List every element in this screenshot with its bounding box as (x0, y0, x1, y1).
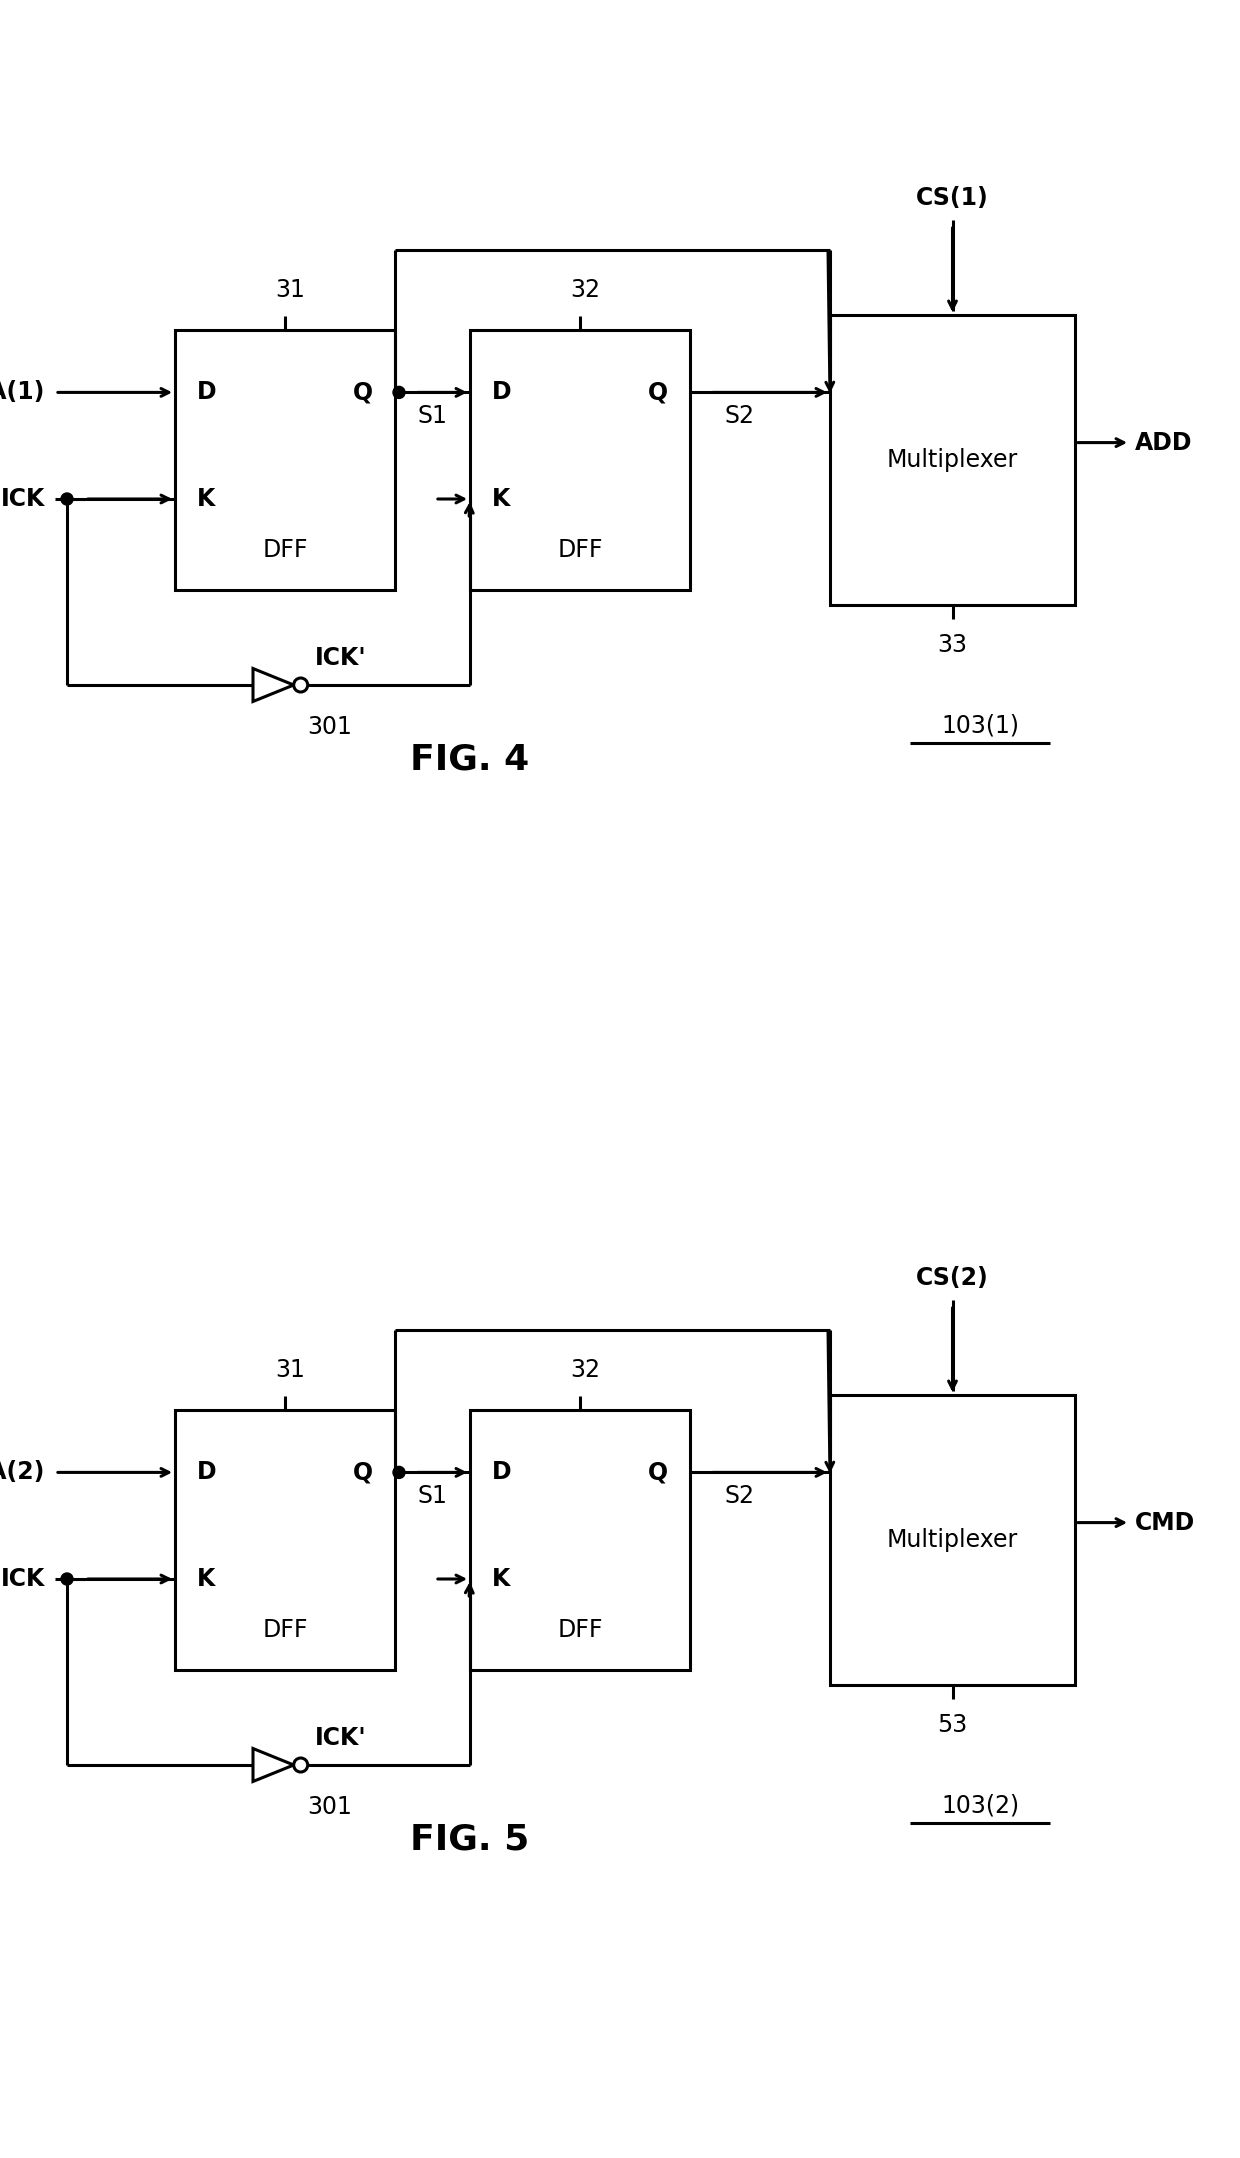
Text: ICK: ICK (1, 1567, 45, 1590)
Text: CMD: CMD (1135, 1511, 1195, 1534)
Circle shape (393, 1467, 405, 1478)
Text: 301: 301 (308, 714, 352, 738)
Text: CA(1): CA(1) (0, 380, 45, 404)
Text: S1: S1 (418, 404, 448, 429)
Text: K: K (197, 488, 216, 511)
Circle shape (393, 386, 405, 399)
Text: 32: 32 (570, 1357, 600, 1381)
Text: Q: Q (353, 380, 373, 404)
Bar (470, 330, 689, 589)
Text: FIG. 5: FIG. 5 (410, 1824, 529, 1858)
Circle shape (61, 492, 73, 505)
Text: K: K (197, 1567, 216, 1590)
Text: 301: 301 (308, 1795, 352, 1819)
Text: 32: 32 (570, 278, 600, 302)
Text: ADD: ADD (1135, 432, 1193, 455)
Text: Q: Q (353, 1461, 373, 1485)
Text: DFF: DFF (262, 537, 308, 561)
Text: FIG. 4: FIG. 4 (410, 742, 529, 777)
Text: D: D (492, 380, 512, 404)
Text: S2: S2 (725, 404, 755, 429)
Text: K: K (492, 1567, 511, 1590)
Text: CS(1): CS(1) (916, 186, 988, 209)
Bar (470, 1409, 689, 1670)
Text: Q: Q (647, 380, 668, 404)
Text: K: K (492, 488, 511, 511)
Text: 31: 31 (275, 278, 305, 302)
Text: S2: S2 (725, 1485, 755, 1508)
Text: ICK': ICK' (315, 645, 367, 669)
Circle shape (61, 1573, 73, 1584)
Text: Multiplexer: Multiplexer (887, 1528, 1018, 1552)
Text: 31: 31 (275, 1357, 305, 1381)
Text: 103(1): 103(1) (941, 712, 1019, 738)
Text: DFF: DFF (262, 1618, 308, 1642)
Text: DFF: DFF (557, 537, 603, 561)
Text: CA(2): CA(2) (0, 1461, 45, 1485)
Bar (830, 1394, 1075, 1685)
Bar (175, 1409, 396, 1670)
Text: D: D (197, 380, 217, 404)
Text: ICK': ICK' (315, 1726, 367, 1750)
Text: ICK: ICK (1, 488, 45, 511)
Bar (830, 315, 1075, 604)
Circle shape (294, 678, 308, 693)
Text: 103(2): 103(2) (941, 1793, 1019, 1817)
Text: D: D (492, 1461, 512, 1485)
Text: 33: 33 (937, 632, 967, 656)
Text: D: D (197, 1461, 217, 1485)
Bar (175, 330, 396, 589)
Circle shape (294, 1759, 308, 1772)
Text: 53: 53 (937, 1713, 967, 1737)
Text: Q: Q (647, 1461, 668, 1485)
Text: CS(2): CS(2) (916, 1267, 988, 1290)
Text: DFF: DFF (557, 1618, 603, 1642)
Text: S1: S1 (418, 1485, 448, 1508)
Text: Multiplexer: Multiplexer (887, 449, 1018, 473)
